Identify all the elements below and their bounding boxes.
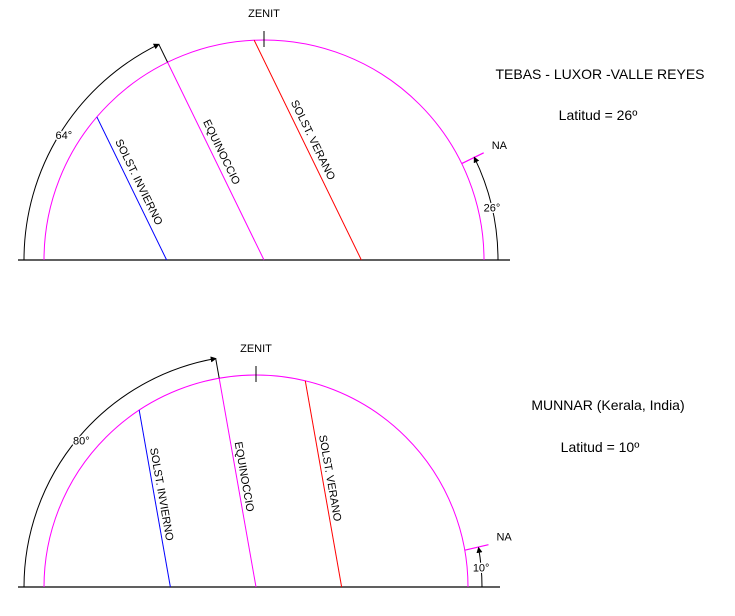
- north-label: NA: [496, 532, 512, 544]
- north-tick: [461, 152, 484, 165]
- colatitude-label: 80°: [73, 435, 90, 447]
- north-label: NA: [492, 140, 508, 152]
- zenith-label: ZENIT: [248, 8, 280, 20]
- diagram-munnar: ZENIT SOLST. INVIERNO EQUINOCCIO SOLST. VER…: [18, 343, 512, 588]
- summer-solstice-label: SOLST. VERANO: [288, 98, 337, 182]
- summer-solstice-line: [253, 40, 362, 261]
- colatitude-arc: [23, 43, 160, 261]
- place-title-tebas: TEBAS - LUXOR -VALLE REYES: [495, 66, 705, 82]
- latitude-label: 10°: [473, 562, 490, 574]
- equinox-line: [167, 62, 265, 261]
- equinox-line: [218, 378, 257, 588]
- equinox-extension: [158, 44, 169, 63]
- winter-solstice-label: SOLST. INVIERNO: [147, 447, 175, 542]
- north-tick: [464, 544, 489, 551]
- place-title-munnar: MUNNAR (Kerala, India): [531, 397, 685, 413]
- diagram-tebas: ZENIT SOLST. INVIERNO EQUINOCCIO SOLST. VER…: [18, 8, 510, 261]
- horizon-semicircle: [43, 39, 485, 261]
- equinox-extension: [215, 358, 220, 379]
- latitude-text-munnar: Latitud = 10º: [560, 439, 640, 455]
- latitude-label: 26°: [484, 202, 501, 214]
- horizon-semicircle: [43, 374, 469, 588]
- colatitude-arc: [23, 356, 217, 588]
- winter-solstice-label: SOLST. INVIERNO: [112, 137, 164, 227]
- winter-solstice-line: [96, 116, 168, 261]
- summer-solstice-label: SOLST. VERANO: [316, 434, 343, 523]
- latitude-arc: [473, 156, 499, 261]
- summer-solstice-line: [304, 380, 343, 588]
- latitude-text-tebas: Latitud = 26º: [558, 107, 638, 123]
- equinox-label: EQUINOCCIO: [232, 441, 256, 513]
- latitude-arc: [476, 546, 483, 588]
- equinox-label: EQUINOCCIO: [200, 118, 242, 187]
- zenith-label: ZENIT: [240, 343, 272, 355]
- winter-solstice-line: [138, 410, 171, 588]
- colatitude-label: 64°: [56, 130, 73, 142]
